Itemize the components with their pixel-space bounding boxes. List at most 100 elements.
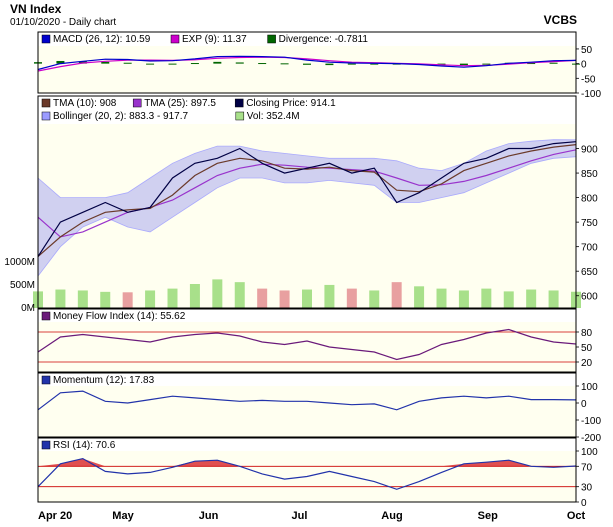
- volume-bar: [436, 288, 447, 308]
- y-tick-label: 850: [581, 169, 598, 180]
- mfi-panel-frame: [37, 308, 577, 373]
- rsi-panel-legend-bg: [38, 438, 576, 451]
- volume-bar: [302, 289, 312, 308]
- rsi-panel-frame: [37, 437, 577, 503]
- y-tick-label: 700: [581, 243, 598, 254]
- volume-bar: [122, 292, 133, 308]
- legend-swatch: [41, 34, 51, 44]
- tma10-line: [37, 144, 577, 257]
- divergence-bar: [101, 61, 110, 64]
- macd-line: [37, 55, 577, 71]
- legend-label: TMA (10): 908: [53, 98, 117, 109]
- momentum-panel-frame: [37, 372, 577, 438]
- volume-bar: [189, 284, 200, 308]
- chart-subtitle: 01/10/2020 - Daily chart: [10, 17, 116, 28]
- volume-bar: [526, 289, 537, 308]
- y-tick-label: -100: [581, 89, 601, 100]
- volume-bar: [234, 282, 245, 308]
- y-tick-label: 20: [581, 358, 593, 369]
- mfi-panel-legend-bg: [38, 309, 576, 322]
- momentum-line: [37, 390, 577, 411]
- divergence-bar: [123, 62, 132, 64]
- divergence-bar: [482, 63, 491, 65]
- y-tick-label: 30: [581, 483, 593, 494]
- divergence-bar: [347, 63, 356, 65]
- volume-bar: [391, 282, 402, 308]
- divergence-bar: [258, 63, 267, 65]
- volume-bar: [414, 286, 425, 308]
- legend-swatch: [234, 98, 244, 108]
- y-tick-label: 50: [581, 343, 593, 354]
- volume-bar: [55, 289, 66, 308]
- legend-label: Vol: 352.4M: [247, 111, 300, 122]
- volume-bar: [369, 290, 380, 308]
- rsi-line: [37, 457, 577, 490]
- volume-bar: [279, 290, 290, 308]
- divergence-bar: [549, 62, 558, 64]
- divergence-bar: [325, 63, 334, 66]
- volume-bar: [324, 284, 335, 308]
- volume-bar: [257, 288, 268, 308]
- y-tick-label: 750: [581, 218, 598, 229]
- divergence-bar: [280, 63, 289, 65]
- volume-bar: [212, 279, 223, 308]
- volume-bar: [548, 290, 559, 308]
- brand-label: VCBS: [544, 13, 577, 27]
- y-tick-label: 0: [581, 399, 587, 410]
- legend-label: Momentum (12): 17.83: [53, 375, 155, 386]
- x-axis: Apr 20 May Jun Jul Aug Sep Oct: [38, 510, 586, 522]
- x-tick-label: May: [112, 510, 134, 522]
- legend-swatch: [267, 34, 276, 44]
- legend-label: Bollinger (20, 2): 883.3 - 917.7: [53, 111, 189, 122]
- y-tick-label: 650: [581, 267, 598, 278]
- legend-label: TMA (25): 897.5: [144, 98, 216, 109]
- mfi-line: [37, 328, 577, 361]
- divergence-bar: [303, 63, 311, 65]
- legend-swatch: [41, 98, 51, 108]
- chart-title: VN Index: [10, 2, 62, 16]
- legend-label: EXP (9): 11.37: [182, 34, 247, 45]
- x-tick-label: Aug: [381, 510, 402, 522]
- volume-bar: [458, 290, 469, 308]
- volume-tick-label: 1000M: [4, 257, 35, 268]
- momentum-panel-legend-bg: [38, 373, 576, 386]
- y-tick-label: -100: [581, 416, 601, 427]
- divergence-bar: [168, 63, 177, 65]
- legend-swatch: [41, 311, 51, 321]
- divergence-bar: [527, 63, 536, 65]
- x-tick-label: Oct: [567, 510, 586, 522]
- legend-label: RSI (14): 70.6: [53, 440, 116, 451]
- x-tick-label: Apr 20: [38, 510, 72, 522]
- y-tick-label: -50: [581, 74, 596, 85]
- y-tick-label: 800: [581, 194, 598, 205]
- price-panel-legend-bg: [38, 96, 576, 124]
- legend-label: Money Flow Index (14): 55.62: [53, 311, 186, 322]
- volume-bar: [167, 288, 178, 308]
- x-tick-label: Jul: [292, 510, 308, 522]
- x-tick-label: Sep: [478, 510, 498, 522]
- volume-bar: [346, 288, 357, 308]
- volume-bar: [503, 291, 514, 308]
- y-tick-label: -200: [581, 433, 601, 444]
- legend-label: MACD (26, 12): 10.59: [53, 34, 151, 45]
- volume-tick-label: 0M: [21, 303, 35, 314]
- legend-swatch: [235, 111, 245, 121]
- y-tick-label: 70: [581, 462, 593, 473]
- divergence-bar: [56, 60, 65, 64]
- rsi-overbought-fill: [38, 458, 576, 467]
- legend-swatch: [41, 111, 51, 121]
- divergence-bar: [370, 63, 379, 65]
- macd-panel-frame: [37, 31, 577, 94]
- legend-swatch: [170, 34, 180, 44]
- y-tick-label: 600: [581, 292, 598, 303]
- y-tick-label: 0: [581, 60, 587, 71]
- divergence-bar: [459, 63, 468, 66]
- divergence-bar: [146, 63, 155, 65]
- volume-bar: [77, 290, 88, 308]
- legend-label: Closing Price: 914.1: [246, 98, 336, 109]
- volume-bar: [100, 291, 111, 308]
- y-tick-label: 50: [581, 45, 593, 56]
- y-tick-label: 80: [581, 328, 593, 339]
- volume-bar: [481, 288, 492, 308]
